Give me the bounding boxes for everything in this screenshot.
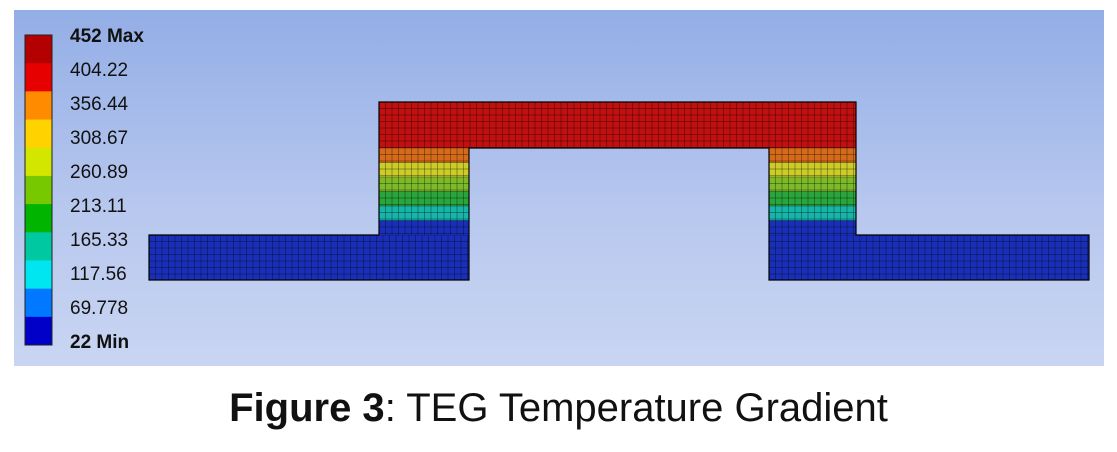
right-leg-band (769, 191, 856, 206)
right-leg-band (769, 162, 856, 177)
right-leg-band (769, 177, 856, 192)
right-cold-substrate (769, 235, 1089, 280)
legend-color-swatch (25, 63, 52, 92)
legend-label-6: 213.11 (70, 196, 127, 217)
legend-color-swatch (25, 204, 52, 233)
hot-bridge (379, 102, 856, 148)
caption-text: TEG Temperature Gradient (395, 386, 888, 430)
legend-color-swatch (25, 260, 52, 290)
legend-label-2: 404.22 (70, 60, 129, 81)
legend-label-max: 452 Max (70, 26, 144, 47)
legend-label-5: 260.89 (70, 162, 129, 183)
right-leg-band (769, 206, 856, 221)
left-leg-band (379, 206, 469, 221)
legend-label-min: 22 Min (70, 332, 130, 353)
legend-color-swatch (25, 288, 52, 318)
legend-color-swatch (25, 147, 52, 177)
left-leg-band (379, 220, 469, 235)
legend-color-swatch (25, 119, 52, 149)
right-leg-band (769, 220, 856, 235)
legend-color-swatch (25, 175, 52, 205)
figure-label: Figure 3 (229, 386, 385, 430)
legend-label-9: 69.778 (70, 298, 129, 319)
left-leg-band (379, 177, 469, 192)
legend-label-8: 117.56 (70, 264, 127, 285)
legend-color-bar (24, 34, 53, 346)
left-leg-band (379, 148, 469, 163)
legend-color-swatch (25, 316, 52, 346)
legend-color-swatch (25, 35, 52, 64)
temperature-contour-plot (24, 34, 1090, 346)
contour-viewport: 452 Max 404.22 356.44 308.67 260.89 213.… (14, 10, 1104, 366)
left-leg-band (379, 162, 469, 177)
legend-label-3: 356.44 (70, 94, 129, 115)
legend-color-swatch (25, 91, 52, 121)
caption-separator: : (384, 386, 396, 430)
legend-label-7: 165.33 (70, 230, 129, 251)
left-cold-substrate (149, 235, 469, 280)
teg-outline (148, 101, 1090, 281)
left-leg-band (379, 191, 469, 206)
right-leg-band (769, 148, 856, 163)
legend-label-4: 308.67 (70, 128, 129, 149)
figure-caption: Figure 3: TEG Temperature Gradient (0, 386, 1117, 431)
legend-color-swatch (25, 232, 52, 261)
